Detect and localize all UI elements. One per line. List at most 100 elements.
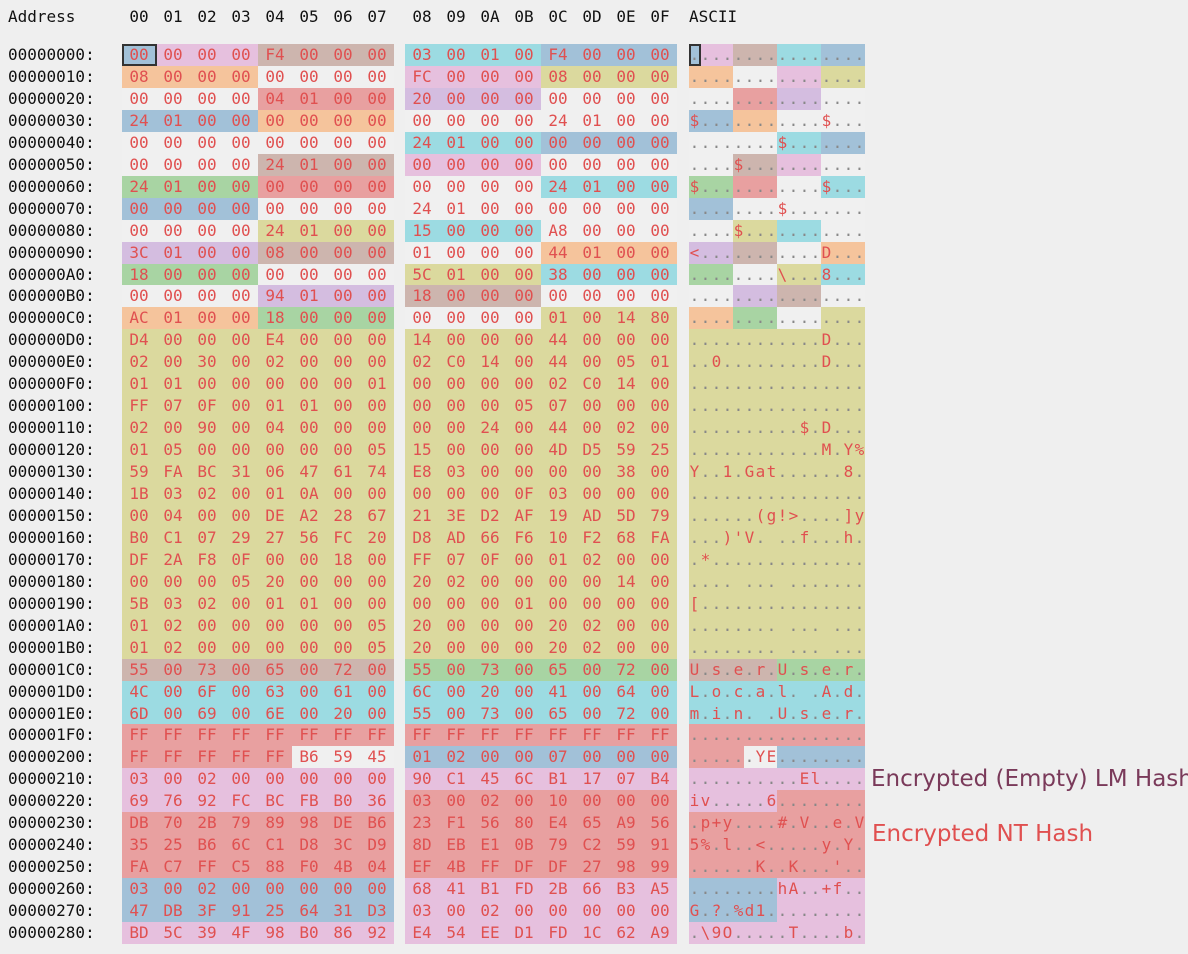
ascii-char[interactable]: . [788,373,799,396]
ascii-char[interactable]: . [700,878,711,901]
hex-byte[interactable]: 91 [643,834,677,857]
ascii-char[interactable]: . [766,636,777,659]
hex-byte[interactable]: 00 [190,329,224,352]
ascii-char[interactable]: . [755,329,766,352]
hex-byte[interactable]: 00 [360,417,394,440]
hex-byte[interactable]: 44 [541,329,575,352]
ascii-char[interactable]: ' [832,856,843,879]
hex-byte[interactable]: 00 [507,680,541,703]
hex-byte[interactable]: 00 [190,44,224,66]
hex-byte[interactable]: 00 [507,109,541,132]
ascii-char[interactable]: . [799,592,810,615]
hex-byte[interactable]: 00 [643,636,677,659]
hex-byte[interactable]: 47 [292,461,326,484]
ascii-char[interactable]: . [733,285,744,308]
hex-byte[interactable]: B6 [292,746,326,769]
ascii-char[interactable]: . [722,548,733,571]
hex-byte[interactable]: 00 [190,109,224,132]
ascii-char[interactable]: . [766,87,777,110]
ascii-char[interactable]: . [832,351,843,374]
ascii-char[interactable]: . [810,417,821,440]
hex-byte[interactable]: FA [643,526,677,549]
ascii-char[interactable]: . [788,175,799,198]
ascii-char[interactable]: . [810,219,821,242]
hex-byte[interactable]: 00 [643,329,677,352]
hex-byte[interactable]: 00 [292,329,326,352]
hex-byte[interactable]: DF [507,856,541,879]
ascii-char[interactable]: . [700,592,711,615]
hex-byte[interactable]: 24 [473,417,507,440]
ascii-char[interactable]: . [700,483,711,505]
ascii-char[interactable]: . [799,900,810,923]
ascii-char[interactable]: . [744,417,755,440]
ascii-char[interactable]: . [744,570,755,593]
hex-byte[interactable]: 00 [292,307,326,330]
ascii-char[interactable]: . [777,109,788,132]
ascii-char[interactable]: . [733,65,744,88]
ascii-char[interactable]: . [733,834,744,857]
ascii-char[interactable]: . [821,65,832,88]
ascii-char[interactable]: D [821,329,832,352]
hex-byte[interactable]: 02 [122,351,156,374]
ascii-char[interactable]: . [766,592,777,615]
ascii-char[interactable]: . [700,439,711,462]
ascii-char[interactable]: . [777,724,788,747]
hex-byte[interactable]: D8 [292,834,326,857]
ascii-char[interactable]: . [832,746,843,769]
ascii-char[interactable] [766,526,777,549]
ascii-char[interactable]: . [722,570,733,593]
hex-byte[interactable]: 5D [609,504,643,527]
ascii-char[interactable]: . [722,900,733,923]
hex-byte[interactable]: 44 [541,241,575,264]
ascii-char[interactable]: . [810,395,821,418]
hex-byte[interactable]: B0 [326,790,360,813]
hex-byte[interactable]: 00 [224,395,258,418]
hex-byte[interactable]: D4 [122,329,156,352]
ascii-char[interactable]: . [700,900,711,923]
hex-byte[interactable]: 10 [541,526,575,549]
hex-byte[interactable]: 01 [122,373,156,396]
ascii-char[interactable]: . [854,658,865,681]
ascii-char[interactable] [821,614,832,637]
hex-byte[interactable]: 00 [473,241,507,264]
hex-byte[interactable]: 01 [258,592,292,615]
ascii-char[interactable]: . [700,65,711,88]
ascii-char[interactable]: . [821,790,832,813]
hex-byte[interactable]: 00 [258,175,292,198]
hex-byte[interactable]: 17 [575,768,609,791]
ascii-char[interactable] [821,636,832,659]
ascii-char[interactable]: s [799,658,810,681]
hex-byte[interactable]: B3 [609,878,643,901]
hex-byte[interactable]: 70 [156,812,190,835]
hex-byte[interactable]: FF [405,548,439,571]
ascii-char[interactable]: . [821,153,832,176]
hex-byte[interactable]: 00 [405,109,439,132]
ascii-char[interactable]: < [755,834,766,857]
ascii-char[interactable]: . [755,395,766,418]
hex-byte[interactable]: 08 [541,65,575,88]
ascii-char[interactable]: . [766,197,777,220]
hex-byte[interactable]: 20 [541,636,575,659]
ascii-char[interactable]: . [788,285,799,308]
ascii-char[interactable]: . [766,834,777,857]
ascii-char[interactable]: . [821,87,832,110]
ascii-char[interactable]: . [843,856,854,879]
hex-byte[interactable]: 00 [439,109,473,132]
ascii-char[interactable]: . [777,856,788,879]
hex-byte[interactable]: 62 [609,922,643,944]
hex-byte[interactable]: 01 [643,351,677,374]
ascii-char[interactable]: . [766,922,777,944]
ascii-char[interactable]: . [810,724,821,747]
ascii-char[interactable]: . [799,153,810,176]
ascii-char[interactable]: . [821,483,832,505]
hex-byte[interactable]: 00 [507,131,541,154]
hex-byte[interactable]: 05 [609,351,643,374]
ascii-char[interactable]: . [711,746,722,769]
ascii-char[interactable]: . [843,548,854,571]
ascii-char[interactable]: . [854,263,865,286]
ascii-char[interactable]: . [733,417,744,440]
hex-byte[interactable]: 00 [292,439,326,462]
hex-byte[interactable]: FF [575,724,609,747]
hex-byte[interactable]: 01 [156,307,190,330]
hex-byte[interactable]: 00 [360,702,394,725]
